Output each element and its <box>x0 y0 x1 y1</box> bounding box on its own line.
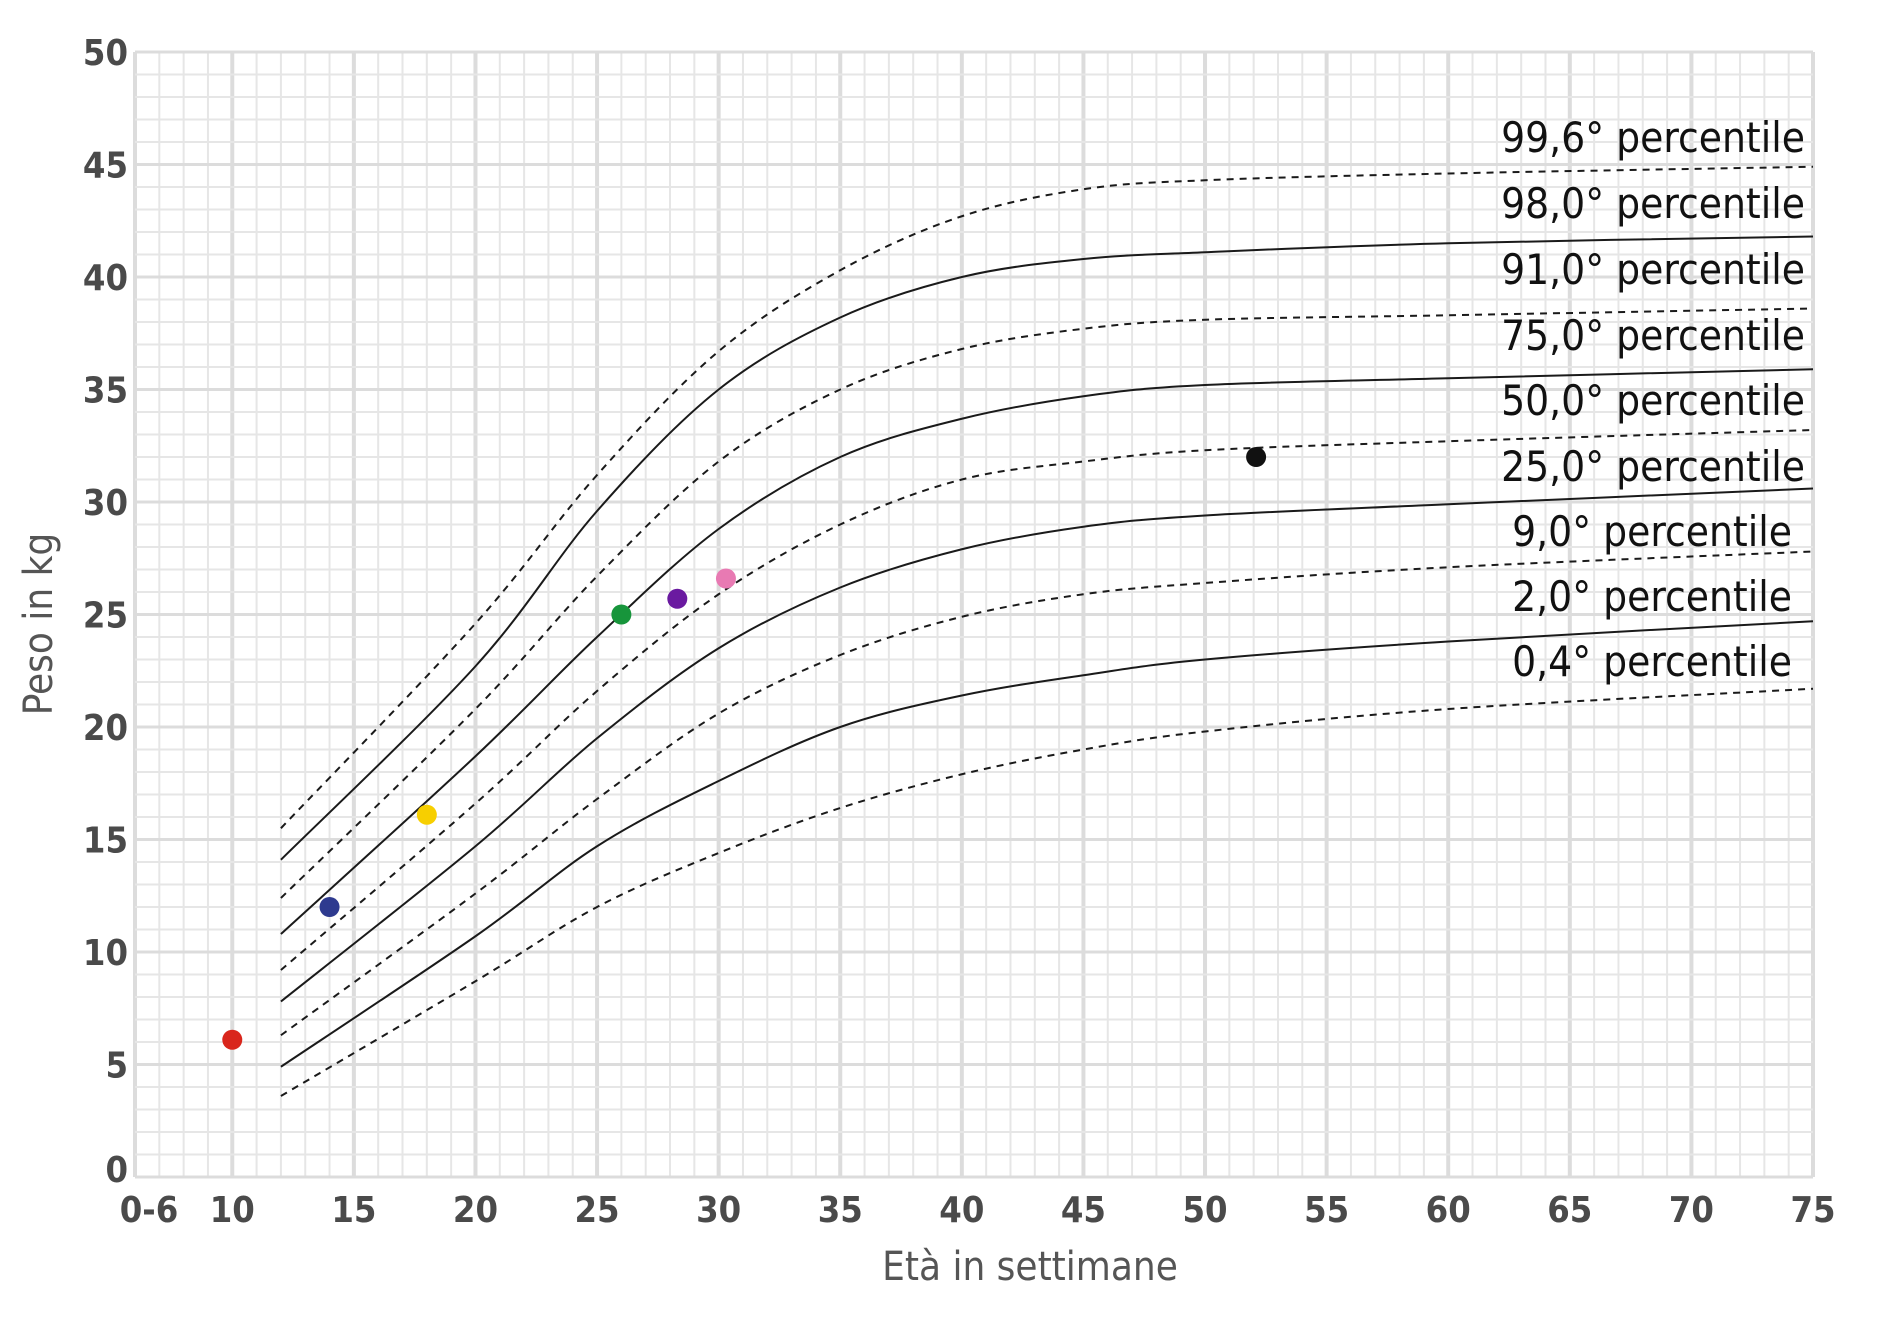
percentile-label: 98,0° percentile <box>1501 179 1805 228</box>
y-axis-label: Peso in kg <box>16 533 62 716</box>
y-tick-label: 15 <box>83 821 128 862</box>
percentile-curves <box>280 165 1814 1097</box>
percentile-curve <box>280 165 1814 829</box>
data-point <box>222 1029 243 1050</box>
percentile-label: 99,6° percentile <box>1501 113 1805 162</box>
data-point <box>715 568 736 589</box>
x-tick-label: 40 <box>939 1190 984 1231</box>
x-tick-label: 50 <box>1182 1190 1227 1231</box>
x-tick-label: 10 <box>210 1190 255 1231</box>
y-tick-label: 30 <box>83 483 128 524</box>
y-tick-label: 5 <box>105 1046 128 1087</box>
x-tick-label: 25 <box>575 1190 620 1231</box>
x-tick-label: 45 <box>1061 1190 1106 1231</box>
percentile-label: 9,0° percentile <box>1512 507 1792 556</box>
percentile-curve <box>280 368 1814 935</box>
data-point <box>416 804 437 825</box>
percentile-curve <box>280 550 1814 1037</box>
y-tick-label: 10 <box>83 933 128 974</box>
percentile-label: 91,0° percentile <box>1501 245 1805 294</box>
percentile-label: 75,0° percentile <box>1501 311 1805 360</box>
percentile-label: 0,4° percentile <box>1512 637 1792 686</box>
x-tick-label: 75 <box>1790 1190 1835 1231</box>
x-tick-label: 60 <box>1426 1190 1471 1231</box>
data-point <box>319 897 340 917</box>
y-tick-label: 40 <box>83 258 128 299</box>
data-point <box>667 588 688 609</box>
x-tick-labels: 0-6 10 15 20 25 30 35 40 45 50 55 60 65 70 75 <box>120 1190 1836 1231</box>
x-tick-label: 70 <box>1669 1190 1714 1231</box>
percentile-label: 25,0° percentile <box>1501 442 1805 491</box>
y-tick-label: 0 <box>105 1150 128 1191</box>
percentile-label: 50,0° percentile <box>1501 376 1805 425</box>
x-tick-label: 20 <box>453 1190 498 1231</box>
percentile-curve <box>280 620 1814 1068</box>
x-tick-label: 55 <box>1304 1190 1349 1231</box>
x-tick-label: 65 <box>1547 1190 1592 1231</box>
y-tick-label: 25 <box>83 596 128 637</box>
percentile-curve <box>280 235 1814 861</box>
percentile-curve <box>280 429 1814 971</box>
percentile-curve <box>280 487 1814 1003</box>
y-tick-label: 50 <box>83 33 128 74</box>
percentile-curve <box>280 307 1814 899</box>
x-axis-label: Età in settimane <box>882 1244 1178 1290</box>
data-point <box>1246 447 1267 467</box>
y-tick-label: 20 <box>83 708 128 749</box>
x-tick-label: 35 <box>818 1190 863 1231</box>
percentile-label: 2,0° percentile <box>1512 572 1792 621</box>
percentile-curve <box>280 687 1814 1097</box>
data-points <box>222 447 1267 1050</box>
x-tick-label: 0-6 <box>120 1190 179 1231</box>
y-tick-label: 45 <box>83 146 128 187</box>
y-tick-labels: 0 5 10 15 20 25 30 35 40 45 50 <box>83 33 128 1191</box>
x-tick-label: 15 <box>331 1190 376 1231</box>
data-point <box>611 604 632 625</box>
x-tick-label: 30 <box>696 1190 741 1231</box>
y-tick-label: 35 <box>83 371 128 412</box>
percentile-labels: 99,6° percentile 98,0° percentile 91,0° pe… <box>1501 113 1805 686</box>
